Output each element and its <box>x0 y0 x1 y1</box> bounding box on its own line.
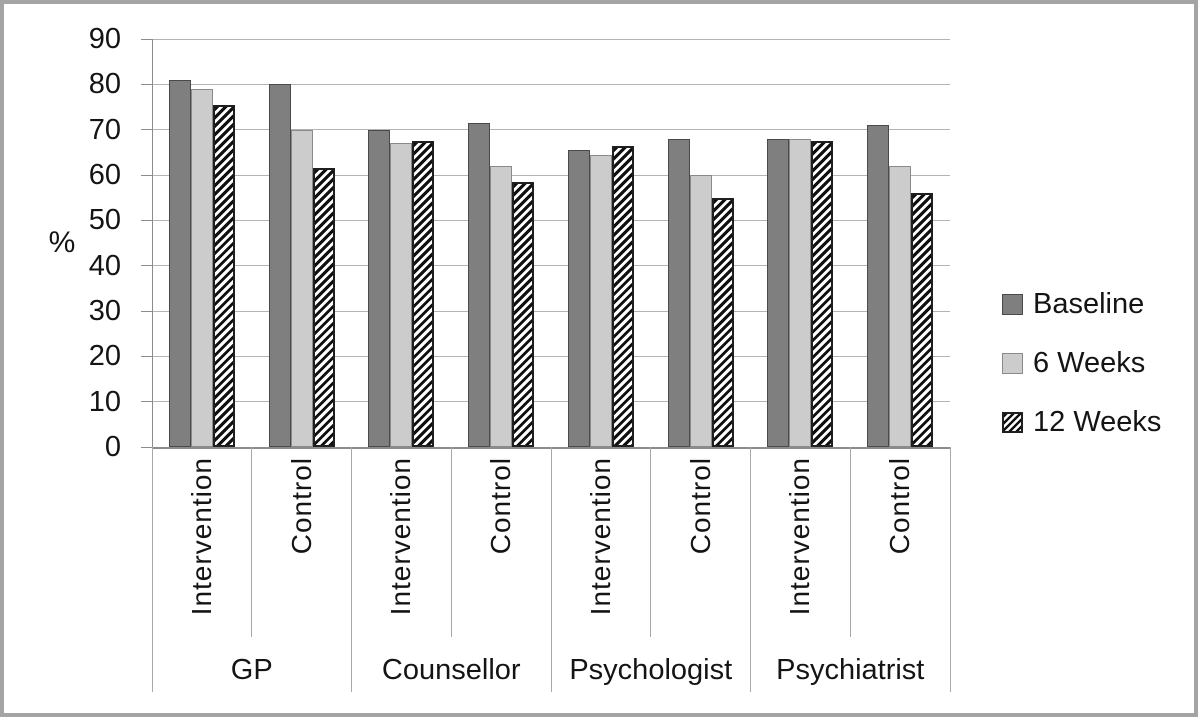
group-label: Psychologist <box>569 654 733 686</box>
legend-item: 12 Weeks <box>1002 407 1161 437</box>
bar-series2-cat5 <box>711 197 734 447</box>
y-axis-tick <box>141 174 152 176</box>
y-axis-tick <box>141 355 152 357</box>
bar-series2-cat2 <box>412 141 435 447</box>
y-tick-label: 90 <box>88 23 121 55</box>
gridline <box>152 129 950 131</box>
bar-series1-cat4 <box>589 154 612 447</box>
bar-series2-cat6 <box>811 141 834 447</box>
legend-label: 12 Weeks <box>1033 406 1162 438</box>
gridline <box>152 174 950 176</box>
gridline <box>152 401 950 403</box>
legend-item: 6 Weeks <box>1002 348 1145 378</box>
bar-series0-cat6 <box>767 138 790 447</box>
group-label: Psychiatrist <box>776 654 925 686</box>
gridline <box>152 219 950 221</box>
bar-series0-cat7 <box>867 125 890 447</box>
group-separator-line <box>351 447 352 692</box>
bar-series2-cat3 <box>512 181 535 447</box>
y-axis-tick <box>141 219 152 221</box>
bar-series0-cat1 <box>268 84 291 447</box>
bar-series0-cat2 <box>368 129 391 447</box>
gridline <box>152 310 950 312</box>
y-tick-label: 80 <box>88 68 121 101</box>
group-separator-line <box>550 447 552 692</box>
bar-series1-cat1 <box>290 129 313 447</box>
bar-series0-cat5 <box>667 138 690 447</box>
bar-series1-cat5 <box>689 175 712 447</box>
legend-item: Baseline <box>1002 289 1144 319</box>
y-tick-label: 10 <box>88 385 121 418</box>
bar-series2-cat7 <box>911 193 934 447</box>
y-tick-label: 70 <box>88 113 121 146</box>
y-axis-tick <box>141 265 152 267</box>
y-axis-tick <box>141 129 152 131</box>
gridline <box>152 83 950 85</box>
y-tick-label: 60 <box>88 159 121 191</box>
subgroup-separator-line <box>650 447 652 637</box>
subgroup-separator-line <box>450 447 452 637</box>
group-separator-line <box>151 447 153 692</box>
legend-label: 6 Weeks <box>1033 347 1146 379</box>
y-axis-tick <box>141 401 152 403</box>
y-tick-label: 50 <box>88 204 121 237</box>
gridline <box>152 355 950 357</box>
bar-series1-cat7 <box>889 165 912 447</box>
bar-series1-cat6 <box>789 138 812 447</box>
y-axis-line <box>152 39 153 447</box>
legend-swatch-0 <box>1002 293 1023 315</box>
bar-series1-cat3 <box>490 165 513 447</box>
y-axis-tick <box>141 83 152 85</box>
y-axis-tick <box>141 446 152 448</box>
bar-series0-cat0 <box>168 79 191 447</box>
y-axis-tick <box>141 38 152 40</box>
subgroup-separator-line <box>849 447 851 637</box>
gridline <box>152 265 950 267</box>
gridline <box>152 38 950 40</box>
legend-label: Baseline <box>1033 288 1145 320</box>
y-tick-label: 20 <box>88 340 121 373</box>
bar-series0-cat3 <box>468 122 491 447</box>
group-separator-line <box>949 447 951 692</box>
y-tick-label: 40 <box>88 249 121 282</box>
bar-series1-cat0 <box>190 88 213 447</box>
y-axis-title: % <box>48 226 76 259</box>
bar-series2-cat4 <box>611 145 634 447</box>
legend-swatch-2 <box>1002 411 1023 433</box>
subgroup-separator-line <box>251 447 253 637</box>
legend-swatch-1 <box>1002 352 1023 374</box>
y-tick-label: 0 <box>104 431 121 463</box>
bar-series2-cat0 <box>212 104 235 447</box>
group-label: GP <box>230 654 273 686</box>
bar-series2-cat1 <box>312 168 335 447</box>
group-label: Counsellor <box>381 654 521 686</box>
y-axis-tick <box>141 310 152 312</box>
y-tick-label: 30 <box>88 295 121 327</box>
bar-series0-cat4 <box>567 150 590 447</box>
group-separator-line <box>750 447 751 692</box>
bar-series1-cat2 <box>390 143 413 447</box>
